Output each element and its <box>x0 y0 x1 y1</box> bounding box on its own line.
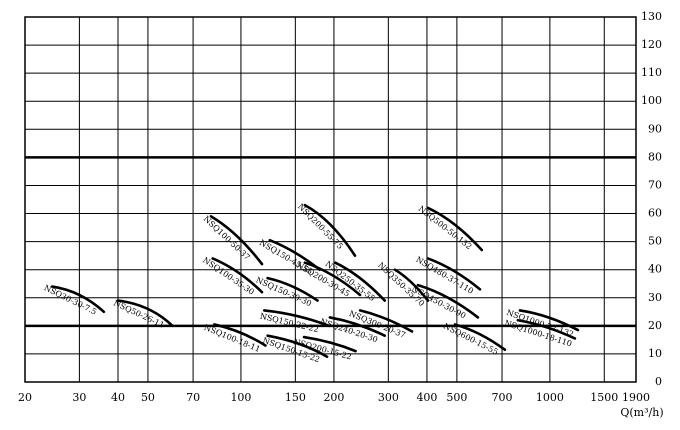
pump-curve <box>328 316 387 337</box>
y-tick-label: 50 <box>648 235 662 248</box>
x-tick-label: 200 <box>323 391 344 404</box>
y-tick-label: 0 <box>655 375 662 388</box>
curve-label: NSQ500-50-132 <box>417 204 474 251</box>
pump-curve <box>209 215 264 266</box>
pump-curve <box>393 268 430 302</box>
pump-curve <box>426 206 484 252</box>
pump-curve <box>50 285 106 314</box>
plot-frame <box>24 16 637 383</box>
pump-curve <box>211 257 264 294</box>
pump-curve <box>333 261 387 302</box>
pump-curve <box>426 257 482 291</box>
pump-curve <box>266 276 319 302</box>
x-tick-label: 500 <box>446 391 467 404</box>
x-axis-label: Q(m³/h) <box>620 406 663 419</box>
y-tick-label: 70 <box>648 178 662 191</box>
y-tick-label: 110 <box>641 66 662 79</box>
pump-curve <box>416 283 480 319</box>
pump-curve <box>262 309 331 328</box>
pump-curve <box>516 318 577 340</box>
x-tick-label: 50 <box>141 391 155 404</box>
y-tick-label: 30 <box>648 291 662 304</box>
x-tick-label: 20 <box>18 391 32 404</box>
curve-label: NSQ100-50-37 <box>202 214 252 262</box>
pump-curve <box>213 323 267 347</box>
x-tick-label: 1000 <box>536 391 564 404</box>
x-tick-label: 100 <box>230 391 251 404</box>
x-tick-label: 40 <box>111 391 125 404</box>
y-tick-label: 10 <box>648 347 662 360</box>
pump-curve <box>116 299 174 328</box>
pump-curve <box>266 334 329 359</box>
y-tick-label: 100 <box>641 94 662 107</box>
y-tick-label: 90 <box>648 122 662 135</box>
x-tick-label: 400 <box>416 391 437 404</box>
y-tick-label: 80 <box>648 150 662 163</box>
y-tick-label: 120 <box>641 38 662 51</box>
x-tick-label: 150 <box>285 391 306 404</box>
curve-label: NSQ100-35-30 <box>201 255 256 296</box>
pump-curve <box>453 323 507 352</box>
y-tick-label: 40 <box>648 263 662 276</box>
y-tick-label: 60 <box>648 207 662 220</box>
curve-label: NSQ200-55-75 <box>296 202 345 251</box>
pump-curve <box>358 309 414 333</box>
pump-curve <box>518 309 580 332</box>
y-tick-label: 20 <box>648 319 662 332</box>
x-tick-label: 700 <box>492 391 513 404</box>
pump-curve <box>302 335 357 353</box>
x-tick-label: 300 <box>378 391 399 404</box>
x-tick-label: 30 <box>72 391 86 404</box>
pump-curve <box>303 261 362 297</box>
x-tick-label: 1900 <box>622 391 650 404</box>
y-tick-label: 130 <box>641 10 662 23</box>
x-tick-label: 1500 <box>590 391 618 404</box>
x-tick-label: 70 <box>186 391 200 404</box>
pump-curve <box>303 203 357 257</box>
